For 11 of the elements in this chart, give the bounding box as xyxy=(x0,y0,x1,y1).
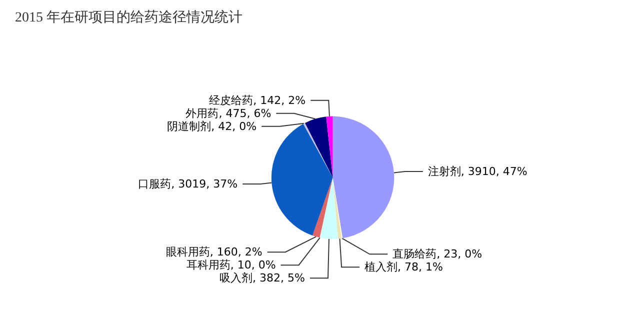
slice-label: 吸入剂, 382, 5% xyxy=(220,272,305,285)
slice-label: 直肠给药, 23, 0% xyxy=(392,248,482,261)
slice-label: 经皮给药, 142, 2% xyxy=(209,94,306,107)
slice-label: 口服药, 3019, 37% xyxy=(138,178,238,191)
slice-label: 耳科用药, 10, 0% xyxy=(186,258,276,272)
slice-label: 外用药, 475, 6% xyxy=(186,106,272,120)
slice-label: 眼科用药, 160, 2% xyxy=(166,246,262,259)
chart-title: 2015 年在研项目的给药途径情况统计 xyxy=(15,10,242,26)
slice-label: 植入剂, 78, 1% xyxy=(364,260,443,274)
slice-label: 注射剂, 3910, 47% xyxy=(428,164,528,178)
slice-label: 阴道制剂, 42, 0% xyxy=(167,120,257,133)
